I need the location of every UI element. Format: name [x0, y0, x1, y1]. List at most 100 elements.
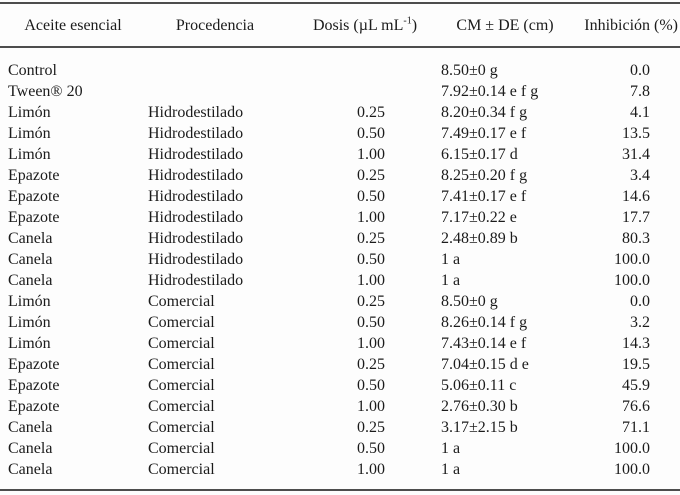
- cell-inhibicion: 100.0: [614, 461, 650, 478]
- cell-cm-de: 7.43±0.14 e f: [441, 335, 527, 352]
- cell-procedencia: Hidrodestilado: [148, 209, 244, 226]
- cell-cm-de: 1 a: [441, 272, 461, 289]
- col-header-cm-de: CM ± DE (cm): [440, 3, 560, 48]
- cell-dosis: 0.50: [357, 440, 385, 457]
- cell-aceite-esencial: Epazote: [8, 377, 60, 394]
- table-row: Epazote Comercial 0.25 7.04±0.15 d e 19.5: [0, 354, 680, 375]
- cell-inhibicion: 13.5: [622, 125, 650, 142]
- cell-aceite-esencial: Canela: [8, 251, 53, 268]
- table-row: Limón Comercial 0.50 8.26±0.14 f g 3.2: [0, 312, 680, 333]
- cell-dosis: 0.25: [357, 167, 385, 184]
- cell-aceite-esencial: Limón: [8, 293, 51, 310]
- col-header-inhibicion: Inhibición (%): [560, 3, 680, 48]
- table-body: Control 8.50±0 g 0.0 Tween® 20 7.92±0.14 e f…: [0, 47, 680, 490]
- col-header-procedencia: Procedencia: [140, 3, 290, 48]
- col-header-dosis: Dosis (µL mL-1): [290, 3, 440, 48]
- cell-cm-de: 2.76±0.30 b: [441, 398, 518, 415]
- cell-aceite-esencial: Tween® 20: [8, 83, 83, 100]
- cell-inhibicion: 100.0: [614, 251, 650, 268]
- cell-cm-de: 7.92±0.14 e f g: [441, 83, 539, 100]
- col-header-aceite-esencial: Aceite esencial: [0, 3, 140, 48]
- cell-dosis: 1.00: [357, 146, 385, 163]
- cell-dosis: 1.00: [357, 272, 385, 289]
- cell-inhibicion: 0.0: [630, 62, 650, 79]
- cell-dosis: 0.50: [357, 377, 385, 394]
- cell-inhibicion: 71.1: [622, 419, 650, 436]
- cell-procedencia: Hidrodestilado: [148, 104, 244, 121]
- header-row: Aceite esencial Procedencia Dosis (µL mL…: [0, 3, 680, 48]
- cell-procedencia: Hidrodestilado: [148, 125, 244, 142]
- cell-aceite-esencial: Canela: [8, 440, 53, 457]
- cell-dosis: 0.25: [357, 419, 385, 436]
- cell-dosis: 0.50: [357, 314, 385, 331]
- dosis-header-close-paren: ): [411, 17, 418, 34]
- cell-inhibicion: 19.5: [622, 356, 650, 373]
- cell-procedencia: Comercial: [148, 398, 215, 415]
- cell-dosis: 1.00: [357, 335, 385, 352]
- table-row: Control 8.50±0 g 0.0: [0, 47, 680, 81]
- cell-inhibicion: 100.0: [614, 440, 650, 457]
- cell-procedencia: Hidrodestilado: [148, 146, 244, 163]
- cell-aceite-esencial: Limón: [8, 335, 51, 352]
- table-row: Limón Hidrodestilado 0.25 8.20±0.34 f g 4.1: [0, 102, 680, 123]
- table-row: Epazote Hidrodestilado 1.00 7.17±0.22 e 17.7: [0, 207, 680, 228]
- cell-procedencia: [140, 81, 290, 102]
- cell-procedencia: Comercial: [148, 314, 215, 331]
- cell-cm-de: 8.50±0 g: [441, 293, 498, 310]
- table-row: Epazote Hidrodestilado 0.25 8.25±0.20 f g 3.…: [0, 165, 680, 186]
- cell-aceite-esencial: Epazote: [8, 209, 60, 226]
- cell-cm-de: 8.20±0.34 f g: [441, 104, 528, 121]
- cell-aceite-esencial: Epazote: [8, 188, 60, 205]
- cell-dosis: 0.25: [357, 104, 385, 121]
- cell-procedencia: Comercial: [148, 377, 215, 394]
- cell-procedencia: Comercial: [148, 293, 215, 310]
- cell-cm-de: 5.06±0.11 c: [441, 377, 517, 394]
- cell-cm-de: 7.04±0.15 d e: [441, 356, 529, 373]
- cell-procedencia: Comercial: [148, 356, 215, 373]
- cell-procedencia: Comercial: [148, 335, 215, 352]
- cell-procedencia: [140, 47, 290, 81]
- cell-inhibicion: 31.4: [622, 146, 650, 163]
- cell-cm-de: 1 a: [441, 461, 461, 478]
- cell-cm-de: 7.49±0.17 e f: [441, 125, 527, 142]
- cell-dosis: [290, 47, 440, 81]
- table-row: Tween® 20 7.92±0.14 e f g 7.8: [0, 81, 680, 102]
- table-row: Limón Comercial 0.25 8.50±0 g 0.0: [0, 291, 680, 312]
- cell-cm-de: 3.17±2.15 b: [441, 419, 518, 436]
- cell-inhibicion: 4.1: [630, 104, 650, 121]
- cell-cm-de: 6.15±0.17 d: [441, 146, 518, 163]
- cell-aceite-esencial: Limón: [8, 104, 51, 121]
- cell-cm-de: 8.50±0 g: [441, 62, 498, 79]
- cell-inhibicion: 17.7: [622, 209, 650, 226]
- cell-aceite-esencial: Epazote: [8, 167, 60, 184]
- cell-inhibicion: 45.9: [622, 377, 650, 394]
- cell-cm-de: 1 a: [441, 251, 461, 268]
- cell-aceite-esencial: Limón: [8, 314, 51, 331]
- cell-aceite-esencial: Canela: [8, 419, 53, 436]
- cell-dosis: 0.50: [357, 125, 385, 142]
- cell-inhibicion: 14.6: [622, 188, 650, 205]
- cell-aceite-esencial: Canela: [8, 272, 53, 289]
- cell-inhibicion: 7.8: [630, 83, 650, 100]
- cell-procedencia: Comercial: [148, 419, 215, 436]
- cell-dosis: 0.50: [357, 251, 385, 268]
- cell-dosis: 0.25: [357, 230, 385, 247]
- cell-dosis: 1.00: [357, 398, 385, 415]
- table-row: Epazote Hidrodestilado 0.50 7.41±0.17 e f 14…: [0, 186, 680, 207]
- table-row: Canela Hidrodestilado 0.25 2.48±0.89 b 80.3: [0, 228, 680, 249]
- cell-cm-de: 7.17±0.22 e: [441, 209, 517, 226]
- table-row: Canela Comercial 0.50 1 a 100.0: [0, 438, 680, 459]
- cell-aceite-esencial: Epazote: [8, 356, 60, 373]
- cell-inhibicion: 14.3: [622, 335, 650, 352]
- cell-aceite-esencial: Epazote: [8, 398, 60, 415]
- cell-procedencia: Hidrodestilado: [148, 272, 244, 289]
- cell-inhibicion: 3.4: [630, 167, 650, 184]
- cell-dosis: 1.00: [357, 209, 385, 226]
- table-row: Limón Hidrodestilado 0.50 7.49±0.17 e f 13.5: [0, 123, 680, 144]
- cell-inhibicion: 80.3: [622, 230, 650, 247]
- cell-dosis: 1.00: [357, 461, 385, 478]
- cell-inhibicion: 0.0: [630, 293, 650, 310]
- cell-cm-de: 2.48±0.89 b: [441, 230, 518, 247]
- cell-cm-de: 8.26±0.14 f g: [441, 314, 528, 331]
